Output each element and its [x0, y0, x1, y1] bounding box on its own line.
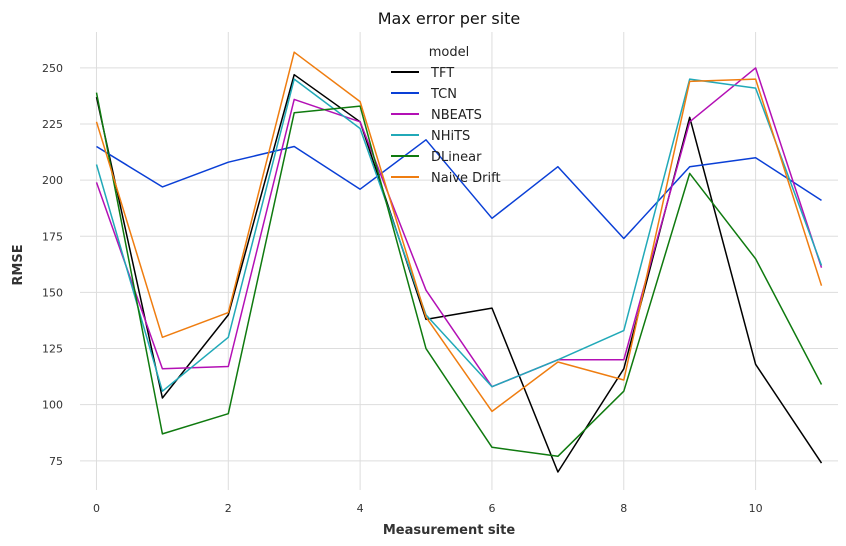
series-lines	[95, 51, 823, 473]
x-axis-label: Measurement site	[383, 523, 516, 538]
y-tick-labels: 75 100 125 150 175 200 225 250	[42, 62, 63, 468]
legend-entry-label: TFT	[430, 66, 454, 81]
y-tick-label: 125	[42, 343, 63, 356]
series-line-nbeats	[95, 67, 823, 388]
x-tick-label: 0	[93, 502, 100, 515]
legend-entry-label: DLinear	[431, 150, 482, 165]
y-tick-label: 150	[42, 286, 63, 299]
grid-lines	[80, 32, 838, 490]
x-tick-label: 10	[749, 502, 763, 515]
legend-entry-label: Naive Drift	[431, 171, 501, 186]
series-line-naive-drift	[95, 51, 823, 413]
series-line-tcn	[96, 139, 822, 240]
legend-entry-label: NBEATS	[431, 108, 482, 123]
chart-title: Max error per site	[378, 9, 521, 28]
x-tick-label: 8	[620, 502, 627, 515]
series-line-tft	[95, 73, 823, 473]
y-tick-label: 200	[42, 174, 63, 187]
series-line-dlinear	[95, 92, 823, 458]
legend-entry-label: TCN	[430, 87, 457, 102]
y-tick-label: 175	[42, 230, 63, 243]
y-tick-label: 75	[49, 455, 63, 468]
x-tick-label: 2	[225, 502, 232, 515]
x-tick-label: 6	[488, 502, 495, 515]
y-axis-label: RMSE	[11, 244, 26, 285]
x-tick-labels: 0 2 4 6 8 10	[93, 502, 763, 515]
y-tick-label: 225	[42, 118, 63, 131]
y-tick-label: 100	[42, 399, 63, 412]
legend: model TFT TCN NBEATS NHiTS DLinear Naive Drif…	[391, 45, 501, 186]
legend-entry-label: NHiTS	[431, 129, 470, 144]
x-tick-label: 4	[357, 502, 364, 515]
y-tick-label: 250	[42, 62, 63, 75]
legend-title: model	[429, 45, 469, 60]
